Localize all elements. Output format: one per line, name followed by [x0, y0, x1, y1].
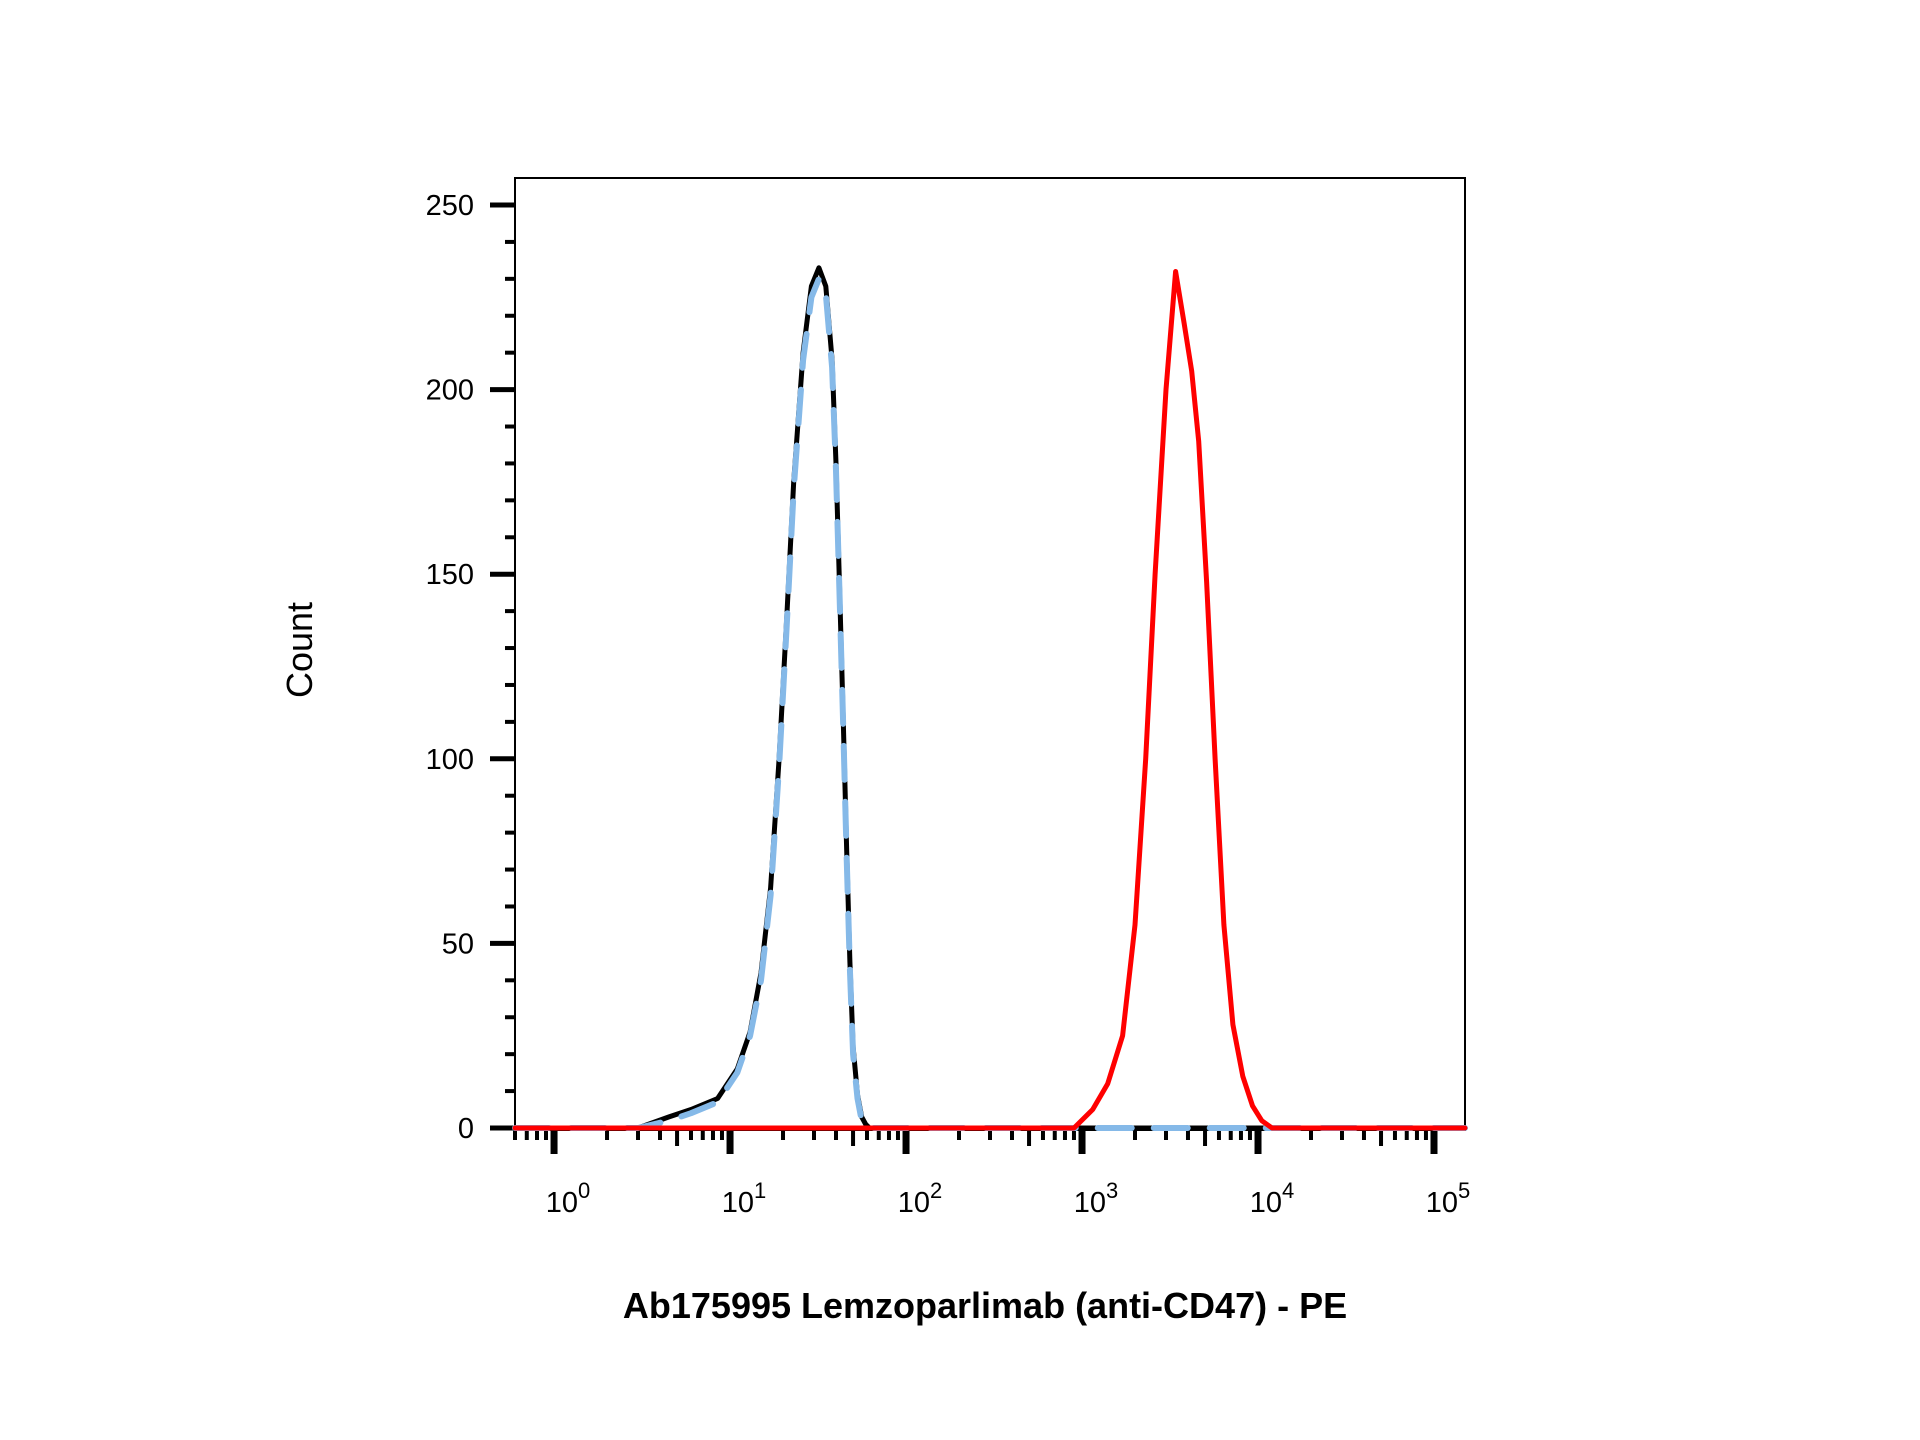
series-line-1	[512, 275, 1468, 1131]
plot-frame	[514, 177, 1466, 1131]
y-tick-label: 100	[426, 744, 474, 776]
y-axis-title: Count	[279, 602, 320, 698]
y-tick-label: 150	[426, 559, 474, 591]
y-tick-label: 0	[458, 1113, 474, 1145]
x-axis: 100 101 102 103 104 105	[513, 1128, 1471, 1219]
x-tick-label: 104	[1250, 1178, 1295, 1219]
series-line-0	[512, 265, 1468, 1131]
series-line-2	[512, 269, 1468, 1131]
x-tick-label: 103	[1074, 1178, 1119, 1219]
y-tick-label: 50	[442, 928, 474, 960]
x-tick-label: 100	[546, 1178, 591, 1219]
x-tick-label: 102	[898, 1178, 943, 1219]
y-tick-label: 200	[426, 375, 474, 407]
x-axis-title: Ab175995 Lemzoparlimab (anti-CD47) - PE	[623, 1285, 1347, 1326]
y-tick-label: 250	[426, 190, 474, 222]
x-tick-label: 105	[1426, 1178, 1471, 1219]
x-tick-label: 101	[722, 1178, 767, 1219]
y-axis: 0 50 100 150 200 250	[426, 190, 515, 1145]
series-layer	[512, 265, 1468, 1131]
